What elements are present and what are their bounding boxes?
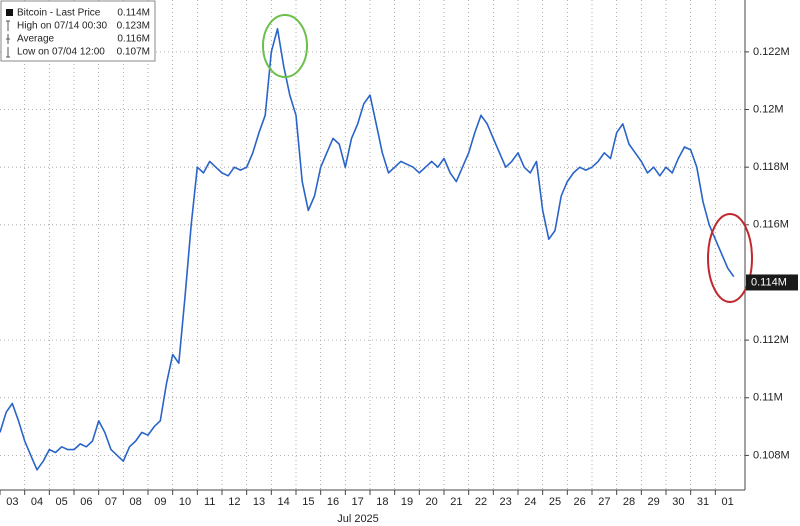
grid-layer [0,0,745,490]
x-tick-label: 12 [228,496,240,508]
x-tick-label: 09 [154,496,166,508]
x-tick-label: 24 [524,496,536,508]
x-tick-label: 01 [722,496,734,508]
legend-box [0,0,156,62]
last-price-label: 0.114M [751,276,787,288]
x-tick-label: 18 [376,496,388,508]
x-tick-label: 23 [500,496,512,508]
x-tick-label: 25 [549,496,561,508]
x-tick-label: 29 [648,496,660,508]
x-tick-label: 08 [130,496,142,508]
x-tick-label: 05 [56,496,68,508]
x-tick-label: 13 [253,496,265,508]
x-tick-label: 20 [426,496,438,508]
last-price-tag [746,274,798,291]
y-tick-label: 0.122M [753,46,790,58]
legend-value: 0.116M [117,34,150,45]
x-tick-label: 30 [672,496,684,508]
highlight-circle [707,213,753,303]
x-tick-label: 31 [697,496,709,508]
x-tick-label: 27 [598,496,610,508]
y-tick-label: 0.12M [753,103,784,115]
x-tick-label: 22 [475,496,487,508]
x-tick-label: 10 [179,496,191,508]
y-tick-label: 0.11M [753,392,783,404]
x-tick-label: 21 [450,496,462,508]
legend-label: Average [17,34,55,45]
y-tick-label: 0.118M [753,161,789,173]
legend-swatch [6,9,13,16]
x-tick-label: 28 [623,496,635,508]
legend: Bitcoin - Last Price 0.114M High on 07/1… [0,0,156,62]
x-tick-label: 17 [352,496,364,508]
x-tick-label: 19 [401,496,413,508]
legend-icons [6,20,10,58]
legend-label: Bitcoin - Last Price [17,8,101,19]
legend-label: High on 07/14 00:30 [17,21,108,32]
x-tick-label: 15 [302,496,314,508]
x-tick-label: 11 [204,496,215,508]
y-tick-label: 0.116M [753,219,789,231]
x-tick-label: 26 [574,496,586,508]
y-tick-label: 0.112M [753,334,789,346]
x-tick-label: 14 [278,496,290,508]
highlight-circle [262,14,308,78]
price-line [0,28,735,471]
x-tick-label: 04 [31,496,43,508]
legend-value: 0.107M [117,47,150,58]
x-tick-label: 03 [6,496,18,508]
legend-value: 0.123M [117,21,150,32]
x-tick-label: 16 [327,496,339,508]
legend-label: Low on 07/04 12:00 [17,47,105,58]
legend-value: 0.114M [117,8,150,19]
line-layer [0,28,735,471]
x-axis-label: Jul 2025 [337,513,379,525]
x-tick-label: 06 [80,496,92,508]
x-tick-label: 07 [105,496,117,508]
y-tick-label: 0.108M [753,449,790,461]
